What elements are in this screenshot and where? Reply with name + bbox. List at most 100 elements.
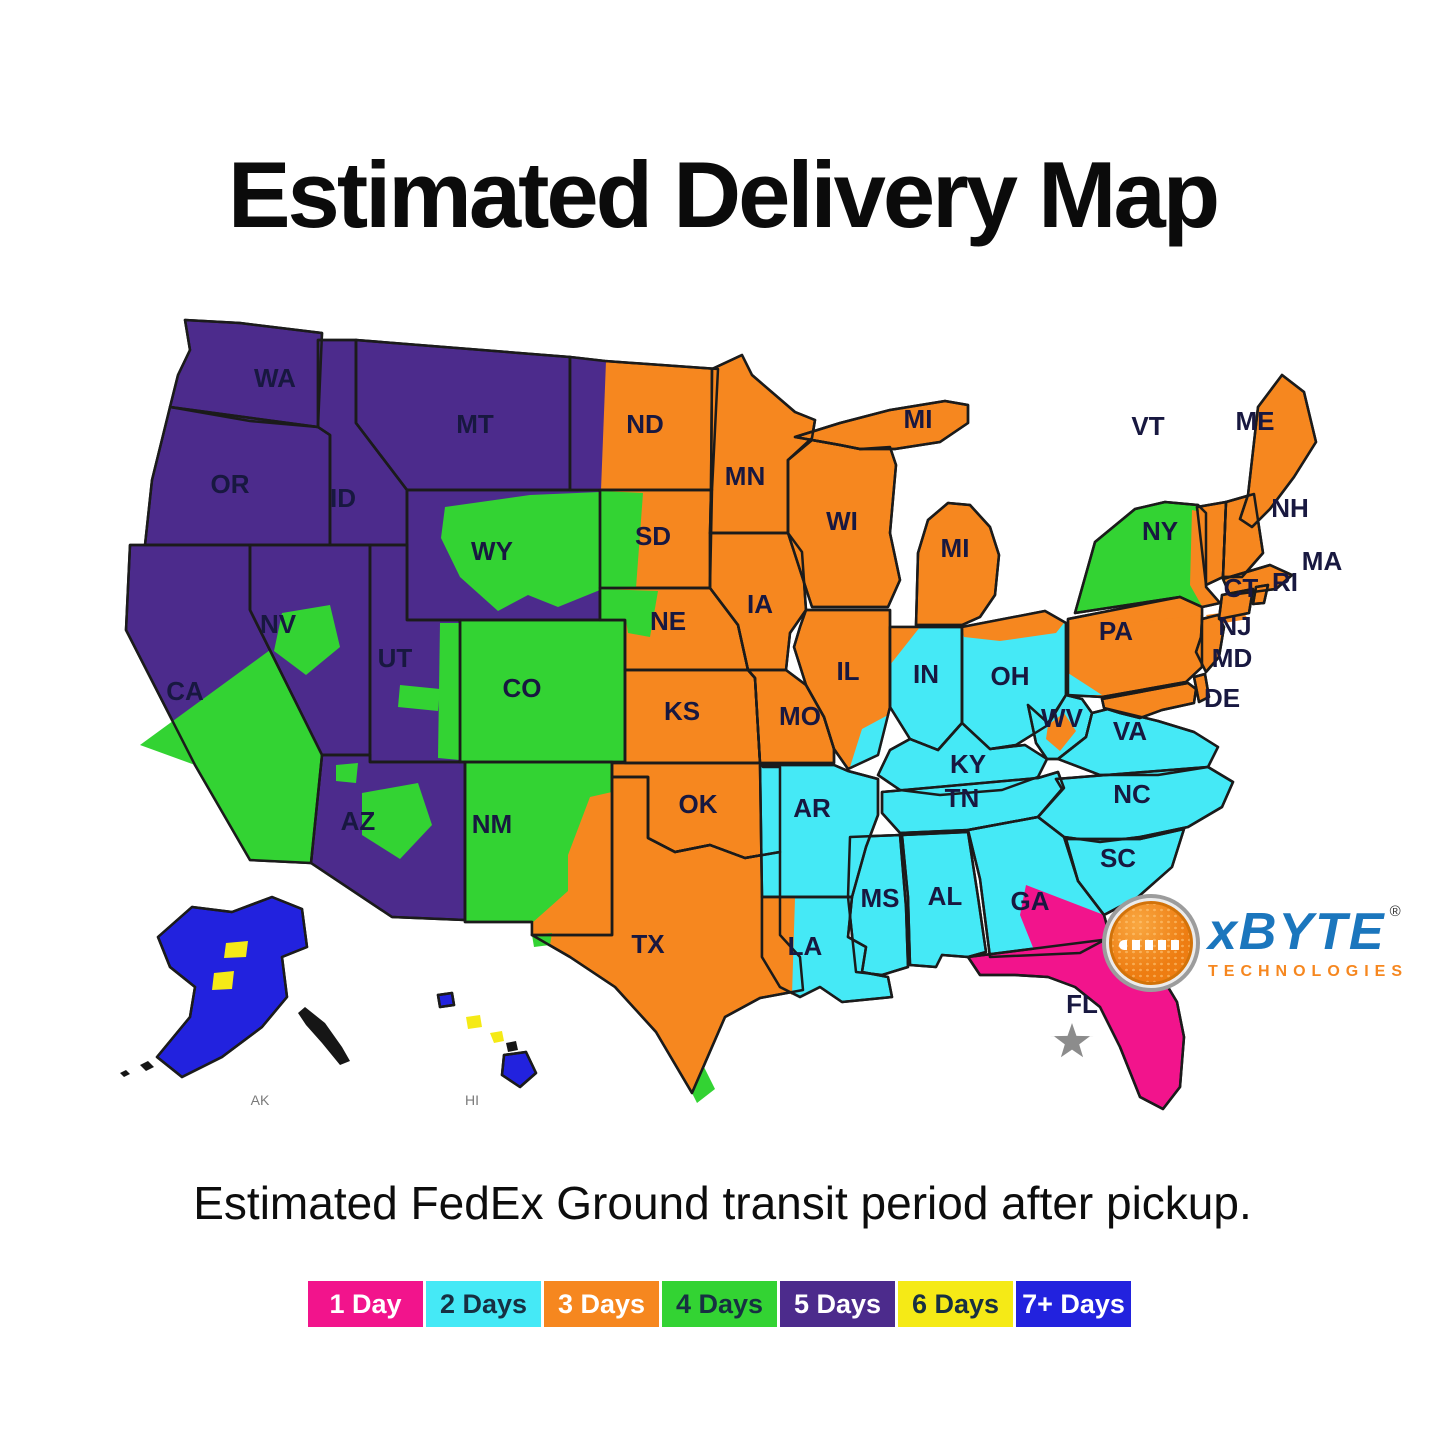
state-label-ok: OK: [679, 789, 718, 819]
state-label-ma: MA: [1302, 546, 1343, 576]
state-de: [1192, 672, 1211, 704]
legend-item-3-days: 3 Days: [544, 1281, 659, 1327]
state-label-ak: AK: [251, 1092, 270, 1108]
state-label-mo: MO: [779, 701, 821, 731]
state-label-mn: MN: [725, 461, 765, 491]
state-mn: [708, 353, 817, 535]
state-label-ca: CA: [166, 676, 204, 706]
overlay-ga-southeast: [1020, 885, 1110, 955]
state-label-ms: MS: [861, 883, 900, 913]
xbyte-logo-text: xBYTE ® TECHNOLOGIES: [1208, 903, 1409, 980]
overlay-in-northwest: [890, 627, 920, 665]
state-ct: [1217, 587, 1255, 621]
state-tx: [530, 775, 805, 1095]
state-ms: [846, 833, 910, 977]
state-labels: WA OR CA NV ID MT WY UT CO AZ NM ND SD NE KS OK TX MN IA MO…: [166, 363, 1342, 1108]
state-label-ny: NY: [1142, 516, 1178, 546]
state-nj: [1194, 613, 1226, 674]
state-label-nv: NV: [260, 609, 297, 639]
us-map-svg: WA OR CA NV ID MT WY UT CO AZ NM ND SD NE KS OK TX MN IA MO…: [120, 318, 1342, 1111]
overlay-tx-south-tip: [692, 1067, 715, 1103]
overlay-ny-south: [1090, 598, 1203, 625]
state-label-vt: VT: [1131, 411, 1164, 441]
state-ky: [876, 721, 1049, 797]
aleutian-islet-1: [140, 1061, 154, 1071]
state-label-pa: PA: [1099, 616, 1133, 646]
legend-item-2-days: 2 Days: [426, 1281, 541, 1327]
state-label-wy: WY: [471, 536, 513, 566]
legend-item-1-day: 1 Day: [308, 1281, 423, 1327]
state-label-nd: ND: [626, 409, 664, 439]
state-mi-upper: [793, 399, 970, 451]
state-label-ky: KY: [950, 749, 986, 779]
state-label-in: IN: [913, 659, 939, 689]
xbyte-logo-name: xBYTE: [1208, 903, 1386, 961]
state-nd: [568, 355, 720, 492]
state-ak: [155, 895, 309, 1079]
state-label-wv: WV: [1041, 703, 1084, 733]
overlay-ak-patch-1: [224, 941, 248, 958]
us-delivery-map: WA OR CA NV ID MT WY UT CO AZ NM ND SD NE KS OK TX MN IA MO…: [100, 295, 1350, 1145]
state-mi-lower: [914, 501, 1001, 627]
state-ga: [966, 815, 1112, 959]
overlay-az-west-small: [336, 763, 358, 783]
legend-item-4-days: 4 Days: [662, 1281, 777, 1327]
legend: 1 Day 2 Days 3 Days 4 Days 5 Days 6 Days 7+ Da…: [308, 1281, 1131, 1327]
state-hi-big-island: [500, 1050, 538, 1089]
state-label-la: LA: [788, 931, 823, 961]
overlay-ut-east: [438, 623, 460, 760]
overlay-sd-west: [600, 491, 643, 588]
legend-item-7-days: 7+ Days: [1016, 1281, 1131, 1327]
state-label-id: ID: [330, 483, 356, 513]
state-label-wi: WI: [826, 506, 858, 536]
state-label-ia: IA: [747, 589, 773, 619]
state-label-co: CO: [503, 673, 542, 703]
state-label-va: VA: [1113, 716, 1147, 746]
overlay-wv-center: [1046, 713, 1076, 751]
origin-star-icon: [1042, 1010, 1102, 1068]
state-label-wa: WA: [254, 363, 296, 393]
state-label-ne: NE: [650, 606, 686, 636]
overlay-wy-center: [441, 492, 600, 611]
state-label-me: ME: [1236, 406, 1275, 436]
state-la: [760, 895, 894, 1004]
state-label-mi: MI: [904, 404, 933, 434]
state-nc: [1036, 765, 1235, 844]
state-label-sd: SD: [635, 521, 671, 551]
state-co: [458, 618, 627, 764]
state-label-ar: AR: [793, 793, 831, 823]
overlay-hi-island-2: [466, 1015, 482, 1029]
legend-item-5-days: 5 Days: [780, 1281, 895, 1327]
state-label-nj: NJ: [1218, 611, 1251, 641]
state-hi-big-island: [500, 1050, 538, 1089]
state-label-mt: MT: [456, 409, 494, 439]
overlay-pa-southwest: [1068, 673, 1102, 695]
state-label-nh: NH: [1271, 493, 1309, 523]
state-ny: [1073, 500, 1222, 615]
state-label-hi: HI: [465, 1092, 479, 1108]
overlay-ak-patch-2: [212, 971, 234, 990]
state-label-tx: TX: [631, 929, 665, 959]
xbyte-logo-tagline: TECHNOLOGIES: [1208, 963, 1409, 980]
xbyte-logo-ball-icon: [1106, 898, 1196, 988]
state-label-ct: CT: [1224, 573, 1259, 603]
state-label-il: IL: [836, 656, 859, 686]
page-title: Estimated Delivery Map: [227, 141, 1220, 247]
registered-mark: ®: [1389, 903, 1401, 920]
state-label-tn: TN: [945, 783, 980, 813]
state-label-az: AZ: [341, 806, 376, 836]
state-ri: [1251, 583, 1270, 606]
state-label-ga: GA: [1011, 886, 1050, 916]
state-me: [1238, 373, 1318, 529]
overlay-oh-north: [962, 611, 1064, 641]
overlay-az-center: [362, 783, 432, 859]
state-label-sc: SC: [1100, 843, 1136, 873]
state-va: [1056, 707, 1220, 777]
state-al: [900, 830, 988, 969]
legend-item-6-days: 6 Days: [898, 1281, 1013, 1327]
state-wa: [168, 318, 324, 429]
state-md: [1100, 681, 1198, 720]
state-label-al: AL: [928, 881, 963, 911]
state-label-nm: NM: [472, 809, 512, 839]
caption: Estimated FedEx Ground transit period af…: [193, 1177, 1252, 1229]
